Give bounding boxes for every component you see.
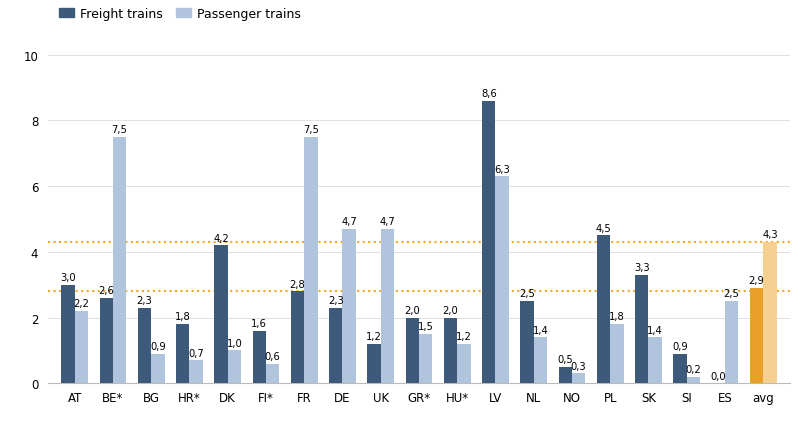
Text: 1,4: 1,4 — [647, 325, 663, 335]
Bar — [75, 311, 88, 383]
Text: 4,7: 4,7 — [380, 217, 395, 227]
Text: 3,3: 3,3 — [634, 262, 650, 273]
Text: 2,0: 2,0 — [443, 305, 458, 315]
Text: 6,3: 6,3 — [494, 164, 510, 174]
Text: 1,8: 1,8 — [609, 312, 625, 322]
Bar — [113, 137, 126, 383]
Text: 1,6: 1,6 — [251, 318, 267, 328]
Bar — [290, 291, 304, 383]
Bar — [61, 285, 75, 383]
Text: 8,6: 8,6 — [481, 89, 496, 99]
Text: 0,5: 0,5 — [557, 354, 573, 364]
Text: 1,8: 1,8 — [175, 312, 191, 322]
Bar — [750, 288, 763, 383]
Bar — [329, 308, 342, 383]
Text: 2,2: 2,2 — [73, 299, 89, 308]
Bar — [572, 374, 586, 383]
Bar — [610, 324, 623, 383]
Bar — [252, 331, 266, 383]
Bar — [635, 275, 649, 383]
Text: 0,6: 0,6 — [265, 351, 281, 361]
Text: 0,7: 0,7 — [188, 348, 204, 358]
Bar — [304, 137, 318, 383]
Text: 1,5: 1,5 — [417, 322, 433, 331]
Text: 4,3: 4,3 — [762, 230, 778, 240]
Bar — [534, 337, 547, 383]
Bar — [559, 367, 572, 383]
Text: 4,2: 4,2 — [213, 233, 229, 243]
Bar — [482, 101, 496, 383]
Bar — [496, 177, 509, 383]
Bar — [444, 318, 457, 383]
Text: 1,2: 1,2 — [366, 331, 382, 341]
Text: 2,9: 2,9 — [749, 276, 764, 286]
Text: 2,3: 2,3 — [136, 295, 152, 305]
Text: 2,3: 2,3 — [328, 295, 344, 305]
Bar — [457, 344, 471, 383]
Text: 0,2: 0,2 — [685, 364, 701, 374]
Text: 1,0: 1,0 — [227, 338, 243, 348]
Bar — [189, 360, 203, 383]
Bar — [215, 246, 227, 383]
Text: 4,5: 4,5 — [595, 223, 611, 233]
Text: 7,5: 7,5 — [112, 125, 128, 135]
Bar — [597, 236, 610, 383]
Bar — [151, 354, 164, 383]
Bar — [176, 324, 189, 383]
Text: 4,7: 4,7 — [342, 217, 357, 227]
Text: 1,2: 1,2 — [456, 331, 472, 341]
Legend: Freight trains, Passenger trains: Freight trains, Passenger trains — [54, 3, 306, 26]
Bar — [520, 302, 534, 383]
Bar — [138, 308, 151, 383]
Bar — [367, 344, 381, 383]
Bar — [342, 229, 356, 383]
Bar — [674, 354, 687, 383]
Text: 7,5: 7,5 — [303, 125, 319, 135]
Text: 2,8: 2,8 — [290, 279, 306, 289]
Text: 3,0: 3,0 — [60, 272, 76, 282]
Text: 2,5: 2,5 — [724, 289, 740, 299]
Bar — [649, 337, 662, 383]
Bar — [405, 318, 419, 383]
Text: 2,0: 2,0 — [405, 305, 420, 315]
Text: 2,6: 2,6 — [98, 285, 114, 296]
Text: 1,4: 1,4 — [532, 325, 548, 335]
Text: 0,3: 0,3 — [571, 361, 587, 371]
Text: 0,0: 0,0 — [710, 371, 726, 381]
Bar — [266, 364, 279, 383]
Text: 0,9: 0,9 — [672, 341, 688, 351]
Bar — [100, 298, 113, 383]
Bar — [763, 242, 776, 383]
Text: 2,5: 2,5 — [519, 289, 535, 299]
Bar — [419, 334, 433, 383]
Bar — [725, 302, 738, 383]
Bar — [687, 377, 700, 383]
Text: 0,9: 0,9 — [150, 341, 166, 351]
Bar — [227, 351, 241, 383]
Bar — [381, 229, 394, 383]
